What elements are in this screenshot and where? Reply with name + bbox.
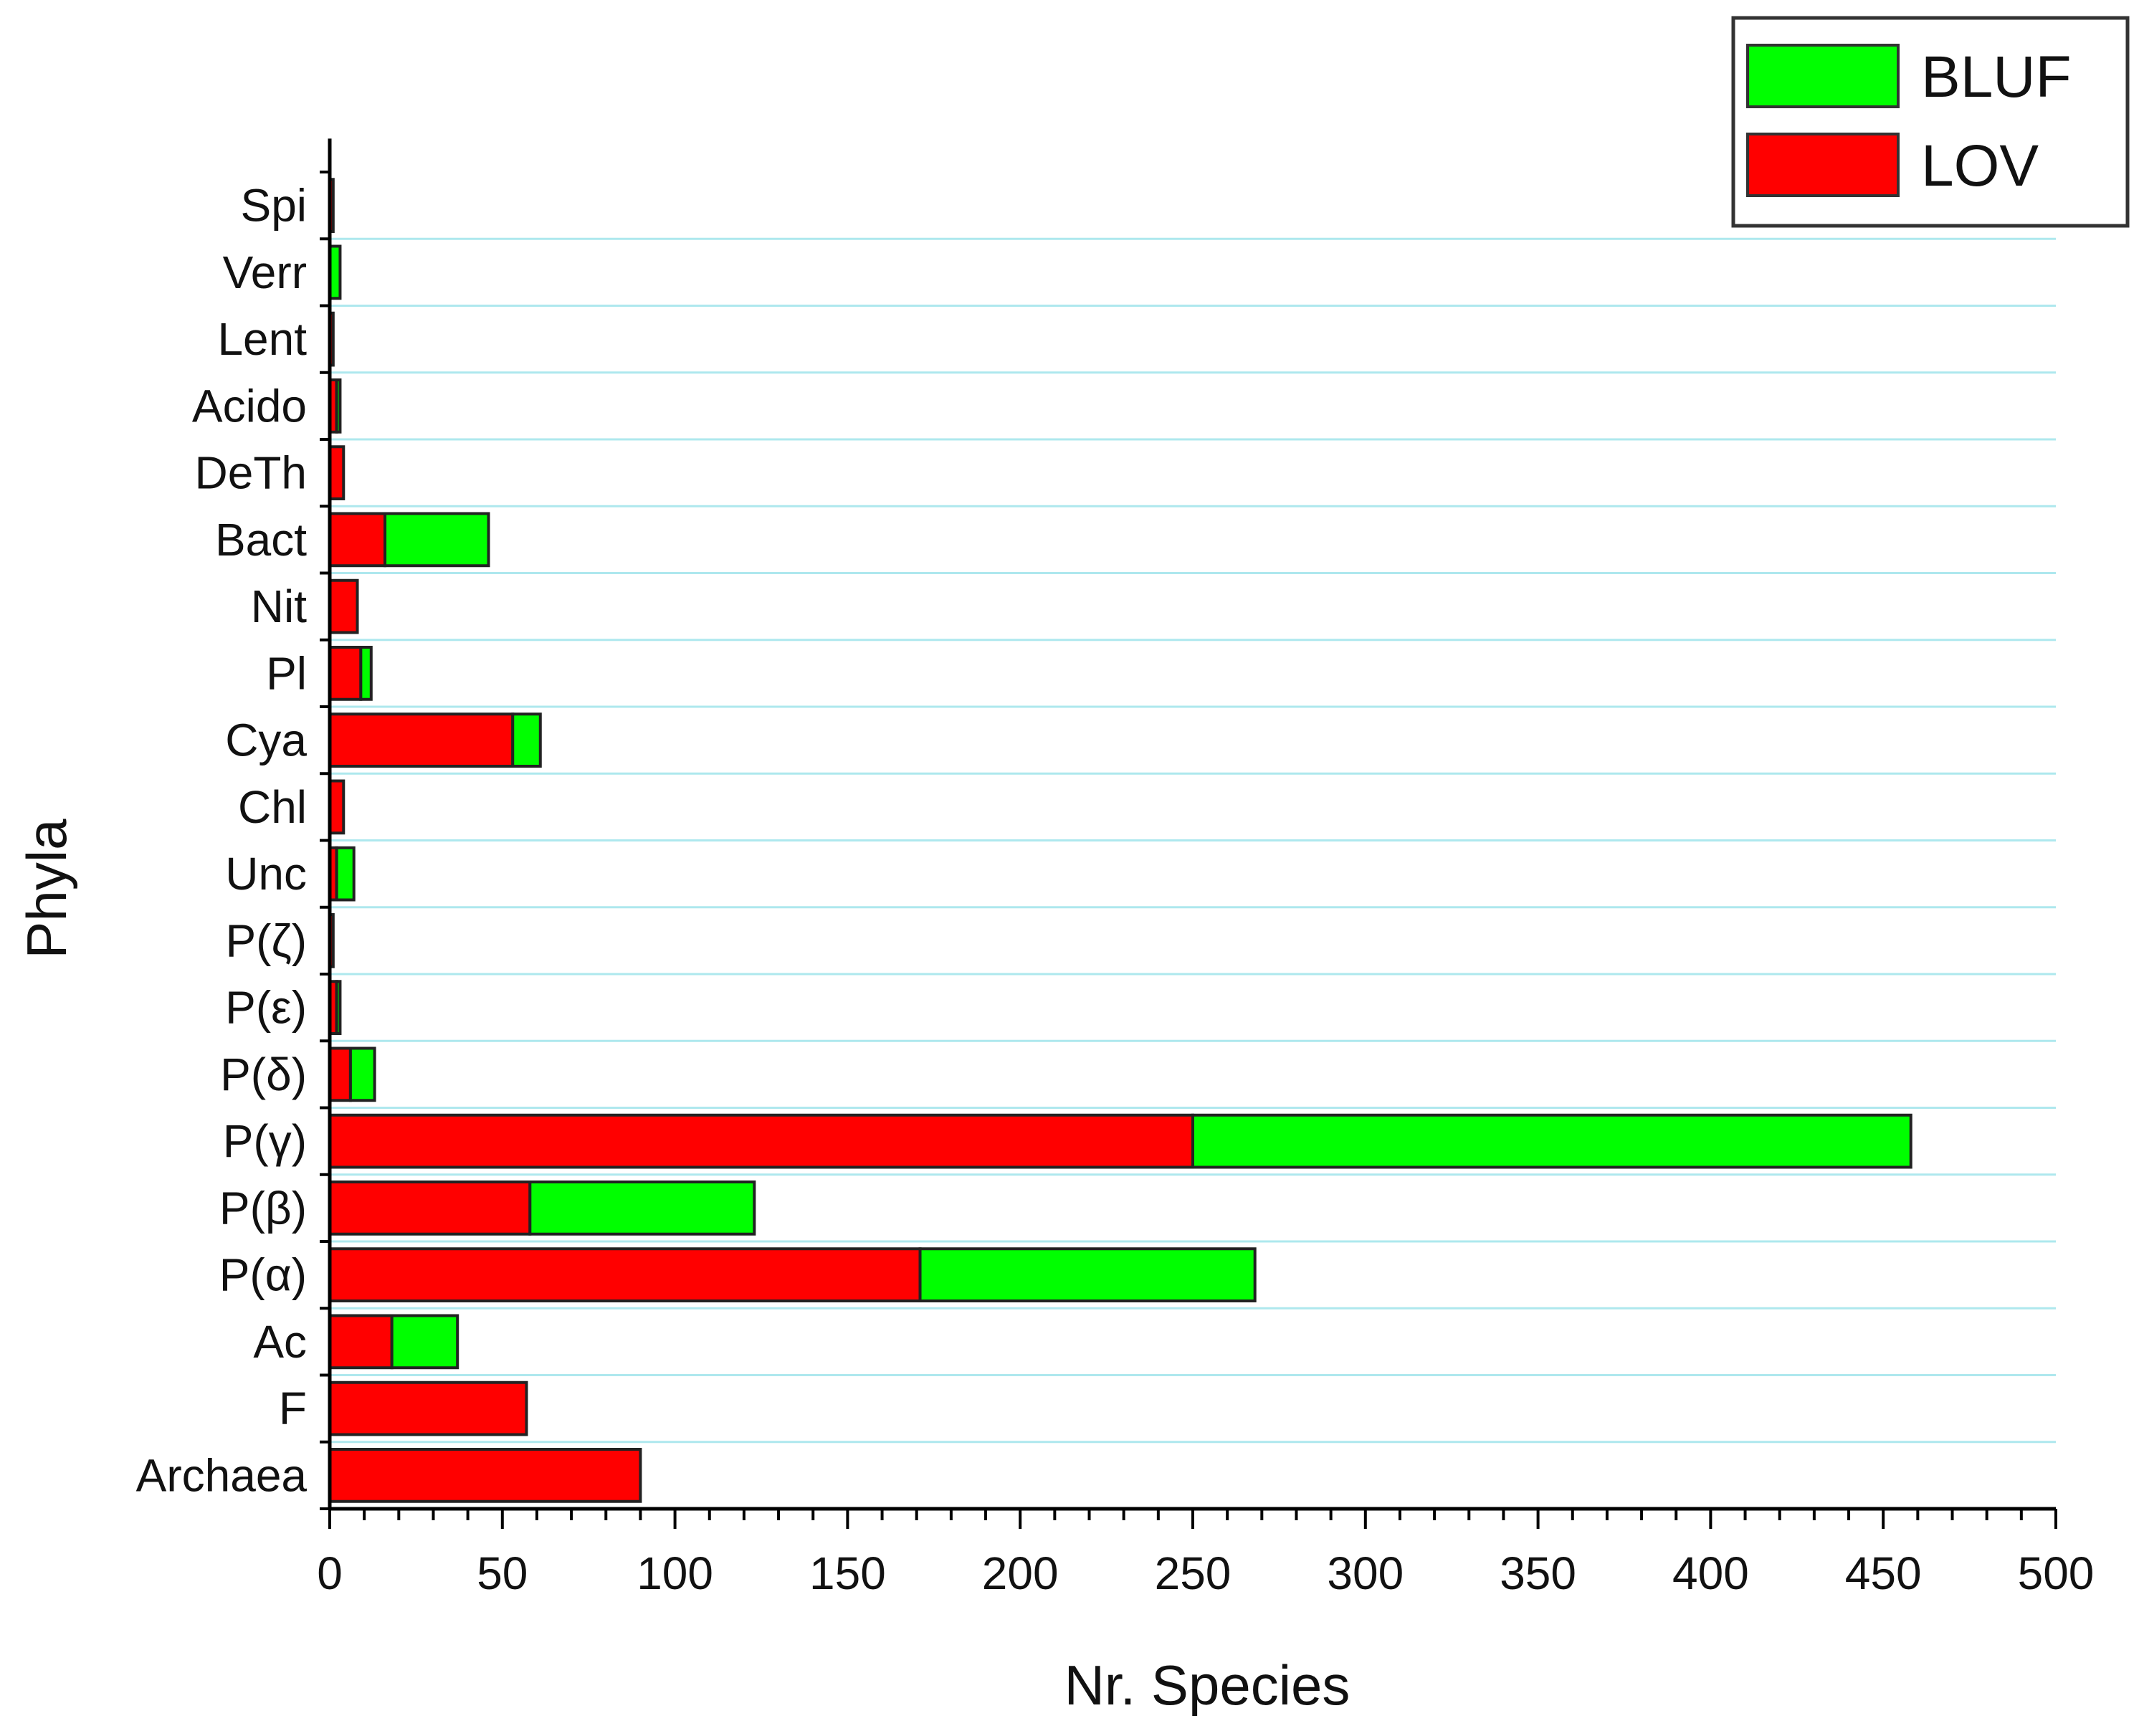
category-label: F: [279, 1383, 307, 1434]
legend-swatch-bluf: [1746, 44, 1900, 108]
legend-swatch-lov: [1746, 133, 1900, 197]
category-label: Archaea: [136, 1449, 308, 1501]
category-label: Verr: [223, 247, 307, 298]
x-axis-title: Nr. Species: [1064, 1654, 1350, 1717]
category-label: P(γ): [223, 1115, 307, 1167]
category-label: Lent: [217, 313, 307, 365]
category-label: Chl: [238, 781, 307, 833]
category-label: P(β): [219, 1182, 307, 1234]
x-tick-label: 400: [1672, 1547, 1749, 1599]
x-tick-label: 450: [1845, 1547, 1922, 1599]
bar-lov-DeTh: [328, 445, 346, 500]
bar-bluf-Cya: [511, 712, 542, 768]
bar-bluf-P(α): [918, 1247, 1257, 1302]
category-label: DeTh: [195, 447, 308, 499]
bar-lov-Chl: [328, 779, 346, 835]
category-label: P(ε): [225, 982, 307, 1034]
category-label: Cya: [225, 715, 307, 766]
category-label: Bact: [215, 514, 307, 566]
bar-bluf-Unc: [335, 846, 356, 902]
bar-lov-F: [328, 1380, 528, 1436]
x-tick-label: 200: [982, 1547, 1059, 1599]
bar-lov-Ac: [328, 1314, 394, 1370]
x-tick-label: 500: [2018, 1547, 2095, 1599]
x-tick-label: 50: [477, 1547, 528, 1599]
legend: BLUF LOV: [1731, 16, 2130, 228]
x-tick-label: 100: [637, 1547, 713, 1599]
category-label: Acido: [192, 380, 307, 431]
bar-bluf-P(δ): [348, 1046, 376, 1102]
gridlines: [330, 237, 2056, 1444]
bar-bluf-P(β): [528, 1181, 756, 1236]
category-labels: Archaea F Ac P(α) P(β) P(γ) P(δ) P(ε) P(ζ) Unc Chl…: [136, 180, 308, 1502]
bar-lov-Cya: [328, 712, 515, 768]
bar-lov-P(δ): [328, 1046, 352, 1102]
category-label: Spi: [241, 180, 308, 232]
bar-bluf-P(γ): [1191, 1113, 1912, 1169]
axes: [320, 138, 2057, 1529]
x-tick-label: 350: [1500, 1547, 1576, 1599]
category-label: P(δ): [220, 1049, 307, 1100]
bar-lov-Nit: [328, 578, 359, 634]
x-tick-label: 250: [1155, 1547, 1232, 1599]
x-tick-labels: 0 50 100 150 200 250 300 350 400 450 500: [317, 1547, 2094, 1599]
category-label: Nit: [251, 581, 307, 632]
x-tick-label: 300: [1327, 1547, 1404, 1599]
legend-label: LOV: [1921, 133, 2039, 199]
bar-bluf-P(ε): [335, 980, 342, 1035]
category-label: P(α): [219, 1249, 307, 1301]
bars: [328, 178, 1912, 1503]
bar-bluf-Acido: [335, 378, 342, 434]
x-tick-label: 150: [809, 1547, 886, 1599]
bar-lov-Pl: [328, 646, 363, 701]
category-label: Pl: [266, 647, 307, 699]
bar-lov-Bact: [328, 512, 387, 568]
category-label: Unc: [225, 848, 307, 900]
bar-bluf-Pl: [359, 646, 373, 701]
bar-lov-P(α): [328, 1247, 922, 1302]
legend-label: BLUF: [1921, 44, 2072, 110]
category-label: Ac: [253, 1316, 307, 1368]
y-axis-title: Phyla: [15, 819, 78, 959]
bar-bluf-Ac: [390, 1314, 459, 1370]
x-tick-label: 0: [317, 1547, 343, 1599]
bar-lov-Archaea: [328, 1448, 642, 1503]
bar-lov-P(β): [328, 1181, 532, 1236]
category-label: P(ζ): [225, 915, 307, 966]
bar-bluf-Bact: [384, 512, 490, 568]
bar-lov-P(γ): [328, 1113, 1194, 1169]
